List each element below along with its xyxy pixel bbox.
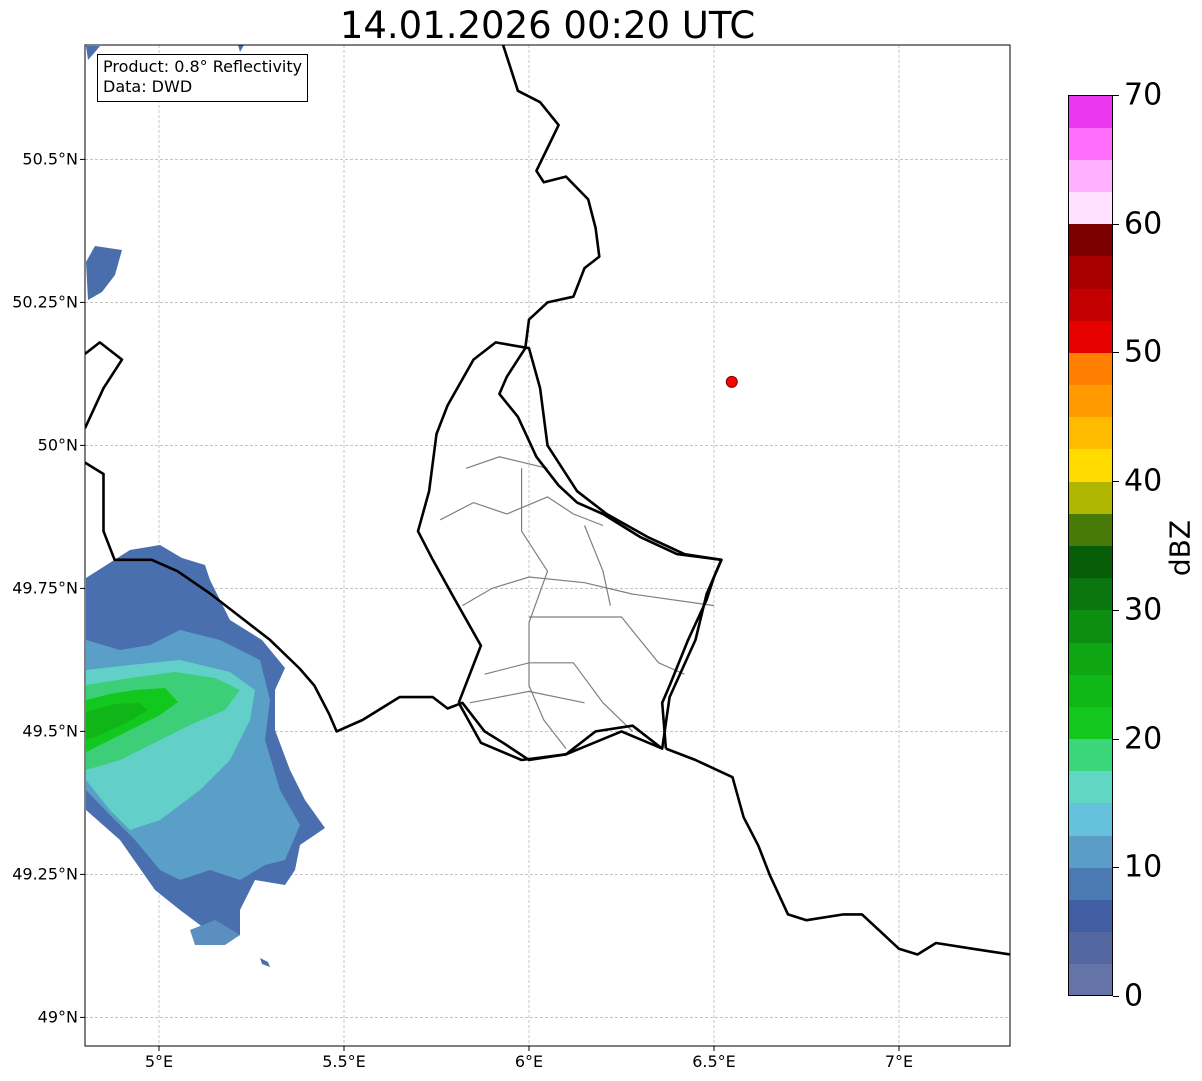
lon-tick-label: 5.5°E (322, 1052, 366, 1071)
colorbar-tick-mark (1113, 738, 1119, 740)
colorbar-segment (1068, 931, 1113, 965)
colorbar-tick-mark (1113, 867, 1119, 869)
lat-tick-label: 50°N (37, 435, 78, 455)
lat-tick-label: 49°N (37, 1007, 78, 1027)
product-label: Product: 0.8° Reflectivity (103, 57, 303, 76)
lat-tick-label: 50.5°N (22, 149, 78, 169)
colorbar-segment (1068, 223, 1113, 257)
district-boundary (469, 690, 585, 704)
country-border (416, 341, 723, 762)
district-boundary (529, 616, 685, 675)
colorbar-segment (1068, 255, 1113, 289)
colorbar-tick-label: 70 (1124, 77, 1163, 113)
district-boundary (462, 576, 715, 607)
colorbar-segment (1068, 963, 1113, 997)
colorbar-segment (1068, 191, 1113, 225)
colorbar-tick-label: 0 (1124, 978, 1144, 1014)
country-border (85, 341, 124, 429)
district-boundary (484, 662, 634, 732)
lon-tick-label: 7°E (884, 1052, 914, 1071)
colorbar-tick-label: 20 (1124, 721, 1163, 757)
lat-tick-label: 49.5°N (22, 721, 78, 741)
map-frame (84, 44, 1011, 1047)
lat-tick-label: 49.75°N (12, 578, 78, 598)
colorbar-segment (1068, 867, 1113, 900)
lat-tick-label: 49.25°N (12, 864, 78, 884)
colorbar-segment (1068, 706, 1113, 740)
colorbar-segment (1068, 642, 1113, 675)
colorbar-frame (1068, 95, 1113, 996)
colorbar-segment (1068, 320, 1113, 353)
colorbar-tick-mark (1113, 481, 1119, 483)
colorbar-tick-mark (1113, 352, 1119, 354)
colorbar-tick-label: 50 (1124, 334, 1163, 370)
radar-site-marker[interactable] (725, 375, 738, 388)
colorbar-segment (1068, 416, 1113, 450)
colorbar-tick-label: 10 (1124, 849, 1163, 885)
country-border (665, 747, 1010, 956)
colorbar-segment (1068, 159, 1113, 193)
colorbar-segment (1068, 674, 1113, 707)
country-borders (85, 45, 1010, 956)
colorbar-segment (1068, 545, 1113, 579)
data-source-label: Data: DWD (103, 77, 193, 96)
colorbar-segment (1068, 738, 1113, 772)
colorbar-tick-label: 60 (1124, 206, 1163, 242)
colorbar-tick-label: 40 (1124, 463, 1163, 499)
colorbar-tick-mark (1113, 609, 1119, 611)
lat-tick-label: 50.25°N (12, 292, 78, 312)
reflectivity-echoes (86, 45, 325, 967)
info-box: Product: 0.8° Reflectivity Data: DWD (97, 54, 309, 102)
colorbar-segment (1068, 899, 1113, 933)
colorbar-segment (1068, 835, 1113, 868)
colorbar-tick-label: 30 (1124, 592, 1163, 628)
district-boundary (521, 468, 567, 749)
colorbar-segment (1068, 802, 1113, 836)
colorbar-segment (1068, 448, 1113, 482)
district-boundary (465, 456, 548, 469)
colorbar-tick-mark (1113, 95, 1119, 96)
colorbar-segment (1068, 577, 1113, 611)
colorbar-tick-mark (1113, 223, 1119, 225)
map-title: 14.01.2026 00:20 UTC (339, 4, 756, 47)
colorbar (1068, 95, 1113, 997)
colorbar-segment (1068, 95, 1113, 128)
colorbar-segment (1068, 127, 1113, 160)
colorbar-segment (1068, 770, 1113, 804)
lon-tick-label: 6.5°E (692, 1052, 736, 1071)
colorbar-segment (1068, 481, 1113, 514)
colorbar-segment (1068, 609, 1113, 643)
colorbar-segment (1068, 352, 1113, 386)
lon-tick-label: 6°E (514, 1052, 544, 1071)
district-boundaries (439, 456, 715, 749)
colorbar-label: dBZ (1163, 519, 1197, 577)
district-boundary (439, 496, 604, 527)
colorbar-segment (1068, 384, 1113, 418)
colorbar-segment (1068, 288, 1113, 321)
lon-tick-label: 5°E (144, 1052, 174, 1071)
colorbar-segment (1068, 513, 1113, 546)
axis-ticks (80, 158, 900, 1051)
district-boundary (583, 525, 611, 606)
colorbar-tick-mark (1113, 996, 1119, 997)
